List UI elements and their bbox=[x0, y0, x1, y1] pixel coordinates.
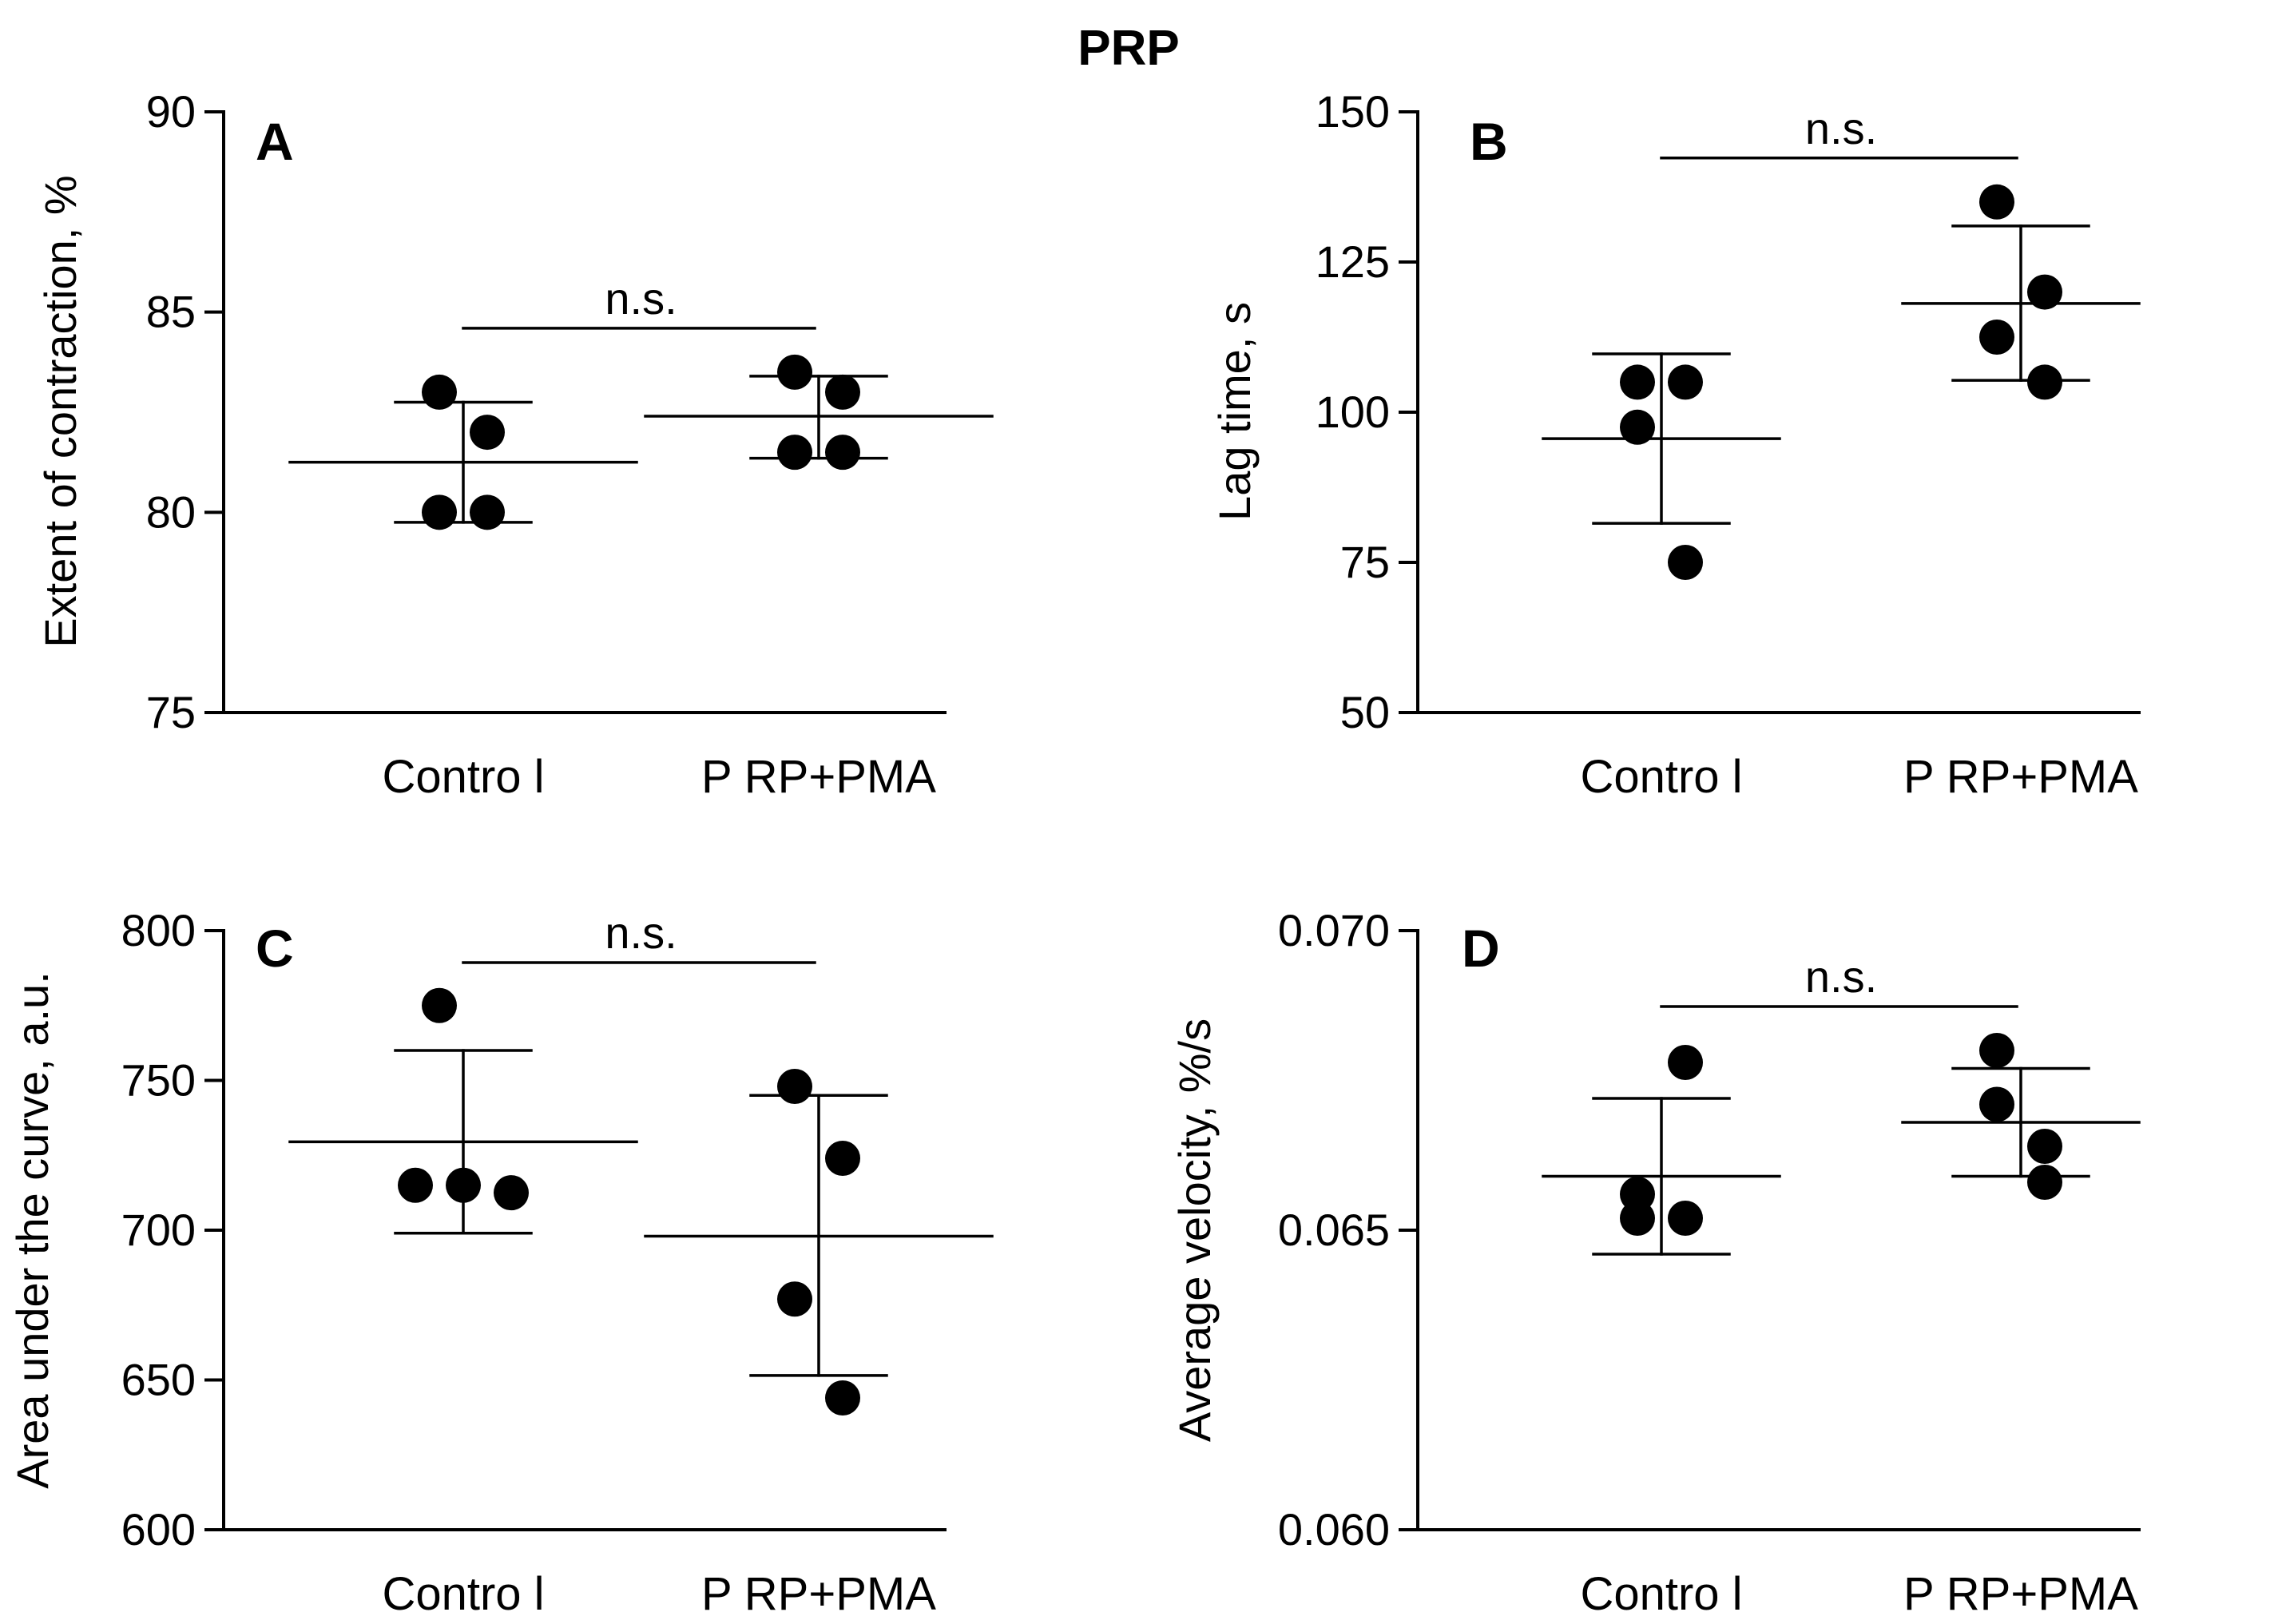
panel-b: 50 75 100 125 150 Lag time, s B Contro l P RP+PM… bbox=[1209, 86, 2141, 803]
y-tick-label: 800 bbox=[121, 905, 196, 955]
data-point bbox=[777, 1069, 812, 1104]
group-control bbox=[1542, 1045, 1781, 1256]
group-control bbox=[288, 374, 638, 530]
panel-d: 0.060 0.065 0.070 Average velocity, %/s D Con… bbox=[1169, 905, 2141, 1620]
data-point bbox=[1979, 320, 2014, 355]
data-point bbox=[1668, 545, 1703, 580]
data-point bbox=[777, 354, 812, 390]
panel-letter: C bbox=[256, 919, 294, 978]
significance-label: n.s. bbox=[605, 273, 677, 324]
group-prp-pma bbox=[1901, 1033, 2141, 1200]
y-tick-label: 90 bbox=[146, 86, 196, 137]
significance-label: n.s. bbox=[605, 907, 677, 958]
data-point bbox=[470, 415, 505, 451]
x-tick-label: P RP+PMA bbox=[1903, 1568, 2138, 1620]
y-tick-label: 75 bbox=[146, 687, 196, 737]
data-point bbox=[1979, 1033, 2014, 1068]
y-tick-label: 650 bbox=[121, 1355, 196, 1405]
significance-label: n.s. bbox=[1805, 103, 1877, 153]
data-point bbox=[2027, 1165, 2062, 1200]
data-point bbox=[422, 987, 457, 1023]
data-point bbox=[1620, 364, 1655, 400]
x-tick-label: P RP+PMA bbox=[701, 751, 936, 803]
data-point bbox=[446, 1167, 481, 1203]
panel-letter: A bbox=[256, 112, 294, 171]
y-axis-label: Extent of contraction, % bbox=[35, 175, 85, 647]
figure-title: PRP bbox=[1078, 21, 1179, 76]
group-prp-pma bbox=[1901, 184, 2141, 400]
data-point bbox=[1668, 364, 1703, 400]
group-prp-pma bbox=[644, 1069, 994, 1416]
y-tick-label: 0.070 bbox=[1278, 905, 1390, 955]
y-tick-label: 0.060 bbox=[1278, 1504, 1390, 1555]
data-point bbox=[777, 435, 812, 471]
panel-letter: B bbox=[1470, 112, 1508, 171]
x-tick-label: Contro l bbox=[382, 751, 544, 803]
data-point bbox=[494, 1175, 529, 1211]
panel-c: 600 650 700 750 800 Area under the curve, a.u… bbox=[7, 905, 994, 1620]
data-point bbox=[825, 374, 860, 410]
y-tick-label: 100 bbox=[1316, 387, 1390, 437]
y-tick-label: 600 bbox=[121, 1504, 196, 1555]
y-tick-label: 75 bbox=[1340, 537, 1390, 587]
y-tick-label: 125 bbox=[1316, 236, 1390, 287]
y-tick-label: 85 bbox=[146, 287, 196, 337]
group-control bbox=[288, 987, 638, 1235]
data-point bbox=[777, 1281, 812, 1317]
y-axis-label: Average velocity, %/s bbox=[1169, 1018, 1220, 1442]
y-axis-label: Lag time, s bbox=[1209, 302, 1260, 521]
data-point bbox=[2027, 274, 2062, 310]
x-tick-label: P RP+PMA bbox=[1903, 751, 2138, 803]
data-point bbox=[2027, 1129, 2062, 1164]
x-tick-label: Contro l bbox=[1580, 1568, 1742, 1620]
data-point bbox=[422, 374, 457, 410]
data-point bbox=[1668, 1201, 1703, 1236]
y-tick-label: 700 bbox=[121, 1205, 196, 1255]
data-point bbox=[398, 1167, 433, 1203]
data-point bbox=[1620, 409, 1655, 445]
data-point bbox=[1668, 1045, 1703, 1080]
data-point bbox=[2027, 364, 2062, 400]
significance-label: n.s. bbox=[1805, 951, 1877, 1002]
y-tick-label: 80 bbox=[146, 486, 196, 537]
x-tick-label: Contro l bbox=[382, 1568, 544, 1620]
data-point bbox=[470, 494, 505, 530]
data-point bbox=[1620, 1201, 1655, 1236]
data-point bbox=[825, 435, 860, 471]
data-point bbox=[1979, 1086, 2014, 1122]
y-tick-label: 150 bbox=[1316, 86, 1390, 137]
x-tick-label: P RP+PMA bbox=[701, 1568, 936, 1620]
y-axis-label: Area under the curve, a.u. bbox=[7, 971, 58, 1489]
x-tick-label: Contro l bbox=[1580, 751, 1742, 803]
group-control bbox=[1542, 352, 1781, 580]
data-point bbox=[825, 1141, 860, 1176]
y-tick-label: 750 bbox=[121, 1055, 196, 1106]
data-point bbox=[825, 1380, 860, 1416]
panel-a: 75 80 85 90 Extent of contraction, % A Contro … bbox=[35, 86, 994, 803]
group-prp-pma bbox=[644, 354, 994, 471]
y-tick-label: 0.065 bbox=[1278, 1205, 1390, 1255]
data-point bbox=[422, 494, 457, 530]
y-tick-label: 50 bbox=[1340, 687, 1390, 737]
panel-letter: D bbox=[1462, 919, 1500, 978]
data-point bbox=[1979, 184, 2014, 220]
